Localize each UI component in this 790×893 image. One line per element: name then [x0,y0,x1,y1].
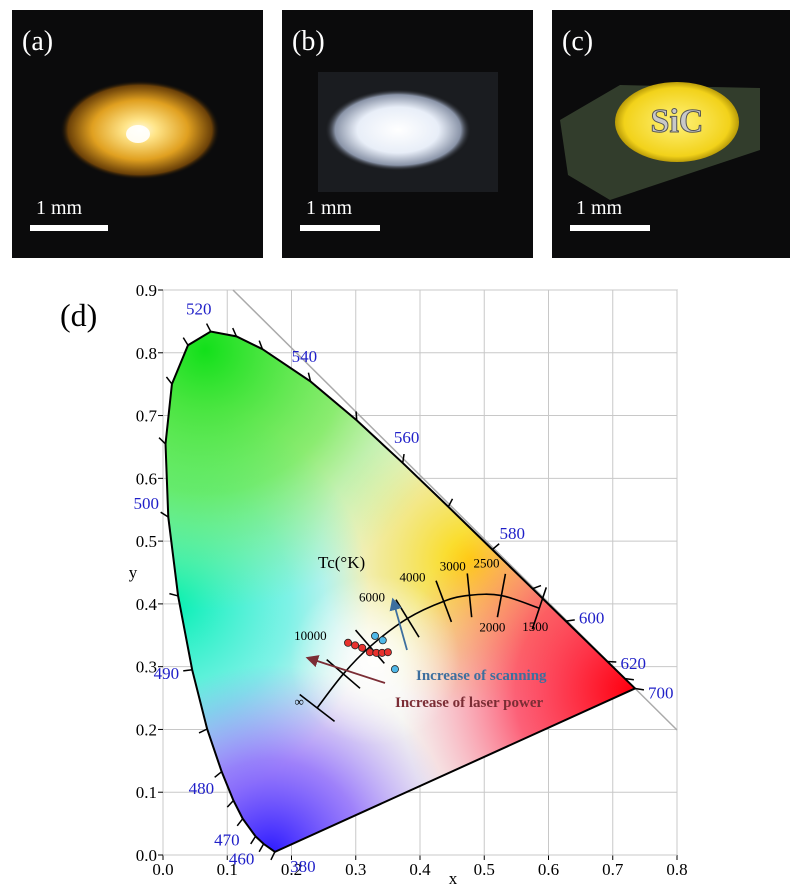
data-point [344,639,351,646]
wavelength-label: 600 [579,609,605,628]
cct-label: 3000 [440,558,466,573]
panel-label: (d) [60,297,97,333]
data-point [391,666,398,673]
y-axis-label: y [129,563,138,582]
y-tick-label: 0.7 [136,407,158,426]
cct-title: Tc(°K) [318,553,365,572]
photo-c: SiC 1 mm (c) [552,10,790,258]
data-point [379,637,386,644]
data-point [371,632,378,639]
wavelength-label: 460 [229,849,255,868]
y-tick-label: 0.1 [136,783,157,802]
y-tick-label: 0.9 [136,281,157,300]
x-tick-label: 0.3 [345,860,366,879]
scale-bar-label: 1 mm [36,197,83,219]
scale-bar-label: 1 mm [576,197,623,219]
wavelength-label: 580 [499,524,525,543]
y-tick-label: 0.4 [136,595,158,614]
wavelength-label: 700 [648,683,674,702]
locus-tick [356,411,357,420]
wavelength-label: 540 [292,347,318,366]
y-tick-label: 0.6 [136,469,157,488]
x-axis-label: x [449,869,458,888]
x-tick-label: 0.6 [538,860,559,879]
data-point [359,644,366,651]
panel-label: (b) [292,26,325,57]
wavelength-label: 480 [189,779,215,798]
x-tick-label: 0.4 [409,860,431,879]
photo-a: 1 mm (a) [12,10,263,258]
x-tick-label: 0.8 [666,860,687,879]
x-tick-label: 0.5 [474,860,495,879]
y-tick-label: 0.8 [136,344,157,363]
cct-label: 6000 [359,590,385,605]
annotation: Increase of laser power [395,695,544,711]
cct-label: 4000 [399,569,425,584]
cct-label: 2500 [473,555,499,570]
scale-bar-label: 1 mm [306,197,353,219]
photo-b: 1 mm (b) [282,10,533,258]
cct-label: 1500 [522,619,548,634]
figure: 1 mm (a) 1 mm (b) SiC 1 mm (c) (d) 0.0 0.… [0,0,790,888]
wavelength-label: 380 [290,857,316,876]
locus-tick [183,670,192,671]
data-point [384,649,391,656]
wavelength-label: 560 [394,428,420,447]
wavelength-label: 490 [154,664,180,683]
panel-label: (c) [562,26,593,57]
panel-label: (a) [22,26,53,57]
y-tick-label: 0.2 [136,720,157,739]
sample-text: SiC [651,103,704,140]
wavelength-label: 470 [214,830,240,849]
cct-label: ∞ [294,694,303,709]
cct-label: 2000 [479,620,505,635]
wavelength-label: 500 [134,494,160,513]
y-tick-label: 0.0 [136,846,157,865]
data-point [352,642,359,649]
x-tick-label: 0.7 [602,860,624,879]
wavelength-label: 520 [186,299,212,318]
annotation: Increase of scanning [416,668,547,684]
wavelength-label: 620 [620,654,646,673]
y-tick-label: 0.5 [136,532,157,551]
locus-tick [607,661,616,662]
cct-label: 10000 [294,628,327,643]
